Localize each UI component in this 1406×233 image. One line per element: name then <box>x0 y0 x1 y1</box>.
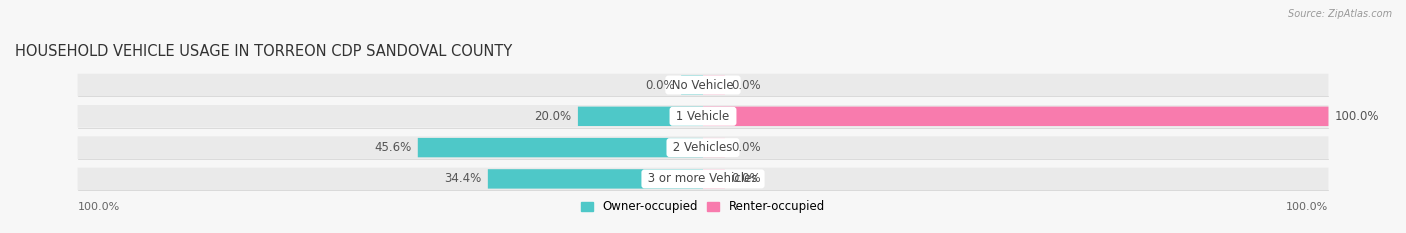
Text: No Vehicle: No Vehicle <box>668 79 738 92</box>
Text: 0.0%: 0.0% <box>645 79 675 92</box>
Text: 45.6%: 45.6% <box>374 141 412 154</box>
Legend: Owner-occupied, Renter-occupied: Owner-occupied, Renter-occupied <box>581 200 825 213</box>
Text: 34.4%: 34.4% <box>444 172 482 185</box>
FancyBboxPatch shape <box>418 138 703 157</box>
FancyBboxPatch shape <box>703 138 725 157</box>
Text: 1 Vehicle: 1 Vehicle <box>672 110 734 123</box>
FancyBboxPatch shape <box>77 74 1329 96</box>
Text: Source: ZipAtlas.com: Source: ZipAtlas.com <box>1288 9 1392 19</box>
FancyBboxPatch shape <box>681 75 703 95</box>
FancyBboxPatch shape <box>488 169 703 188</box>
Text: HOUSEHOLD VEHICLE USAGE IN TORREON CDP SANDOVAL COUNTY: HOUSEHOLD VEHICLE USAGE IN TORREON CDP S… <box>15 44 512 59</box>
FancyBboxPatch shape <box>77 168 1329 190</box>
Text: 20.0%: 20.0% <box>534 110 572 123</box>
Text: 0.0%: 0.0% <box>731 172 761 185</box>
Text: 3 or more Vehicles: 3 or more Vehicles <box>644 172 762 185</box>
FancyBboxPatch shape <box>77 136 1329 159</box>
Text: 2 Vehicles: 2 Vehicles <box>669 141 737 154</box>
Text: 100.0%: 100.0% <box>1334 110 1379 123</box>
Text: 100.0%: 100.0% <box>77 202 120 212</box>
FancyBboxPatch shape <box>703 169 725 188</box>
Text: 0.0%: 0.0% <box>731 79 761 92</box>
FancyBboxPatch shape <box>703 75 725 95</box>
FancyBboxPatch shape <box>703 107 1329 126</box>
FancyBboxPatch shape <box>77 105 1329 128</box>
FancyBboxPatch shape <box>578 107 703 126</box>
Text: 100.0%: 100.0% <box>1286 202 1329 212</box>
Text: 0.0%: 0.0% <box>731 141 761 154</box>
